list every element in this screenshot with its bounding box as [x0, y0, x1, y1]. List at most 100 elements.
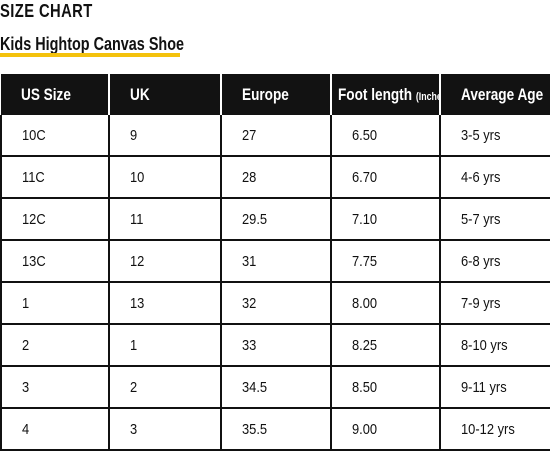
table-row: 13C 12 31 7.75 6-8 yrs	[0, 240, 550, 283]
cell-foot-length: 6.70	[330, 156, 441, 199]
cell-value: 6-8 yrs	[461, 252, 501, 270]
cell-uk: 11	[108, 198, 222, 241]
cell-value: 8.50	[352, 378, 378, 396]
cell-value: 1	[22, 294, 30, 312]
cell-europe: 35.5	[220, 408, 332, 451]
subtitle-underline	[0, 53, 180, 57]
cell-foot-length: 9.00	[330, 408, 441, 451]
cell-value: 33	[242, 336, 257, 354]
cell-value: 11	[130, 210, 144, 228]
table-row: 11C 10 28 6.70 4-6 yrs	[0, 156, 550, 199]
header-uk: UK	[109, 74, 222, 115]
cell-us-size: 1	[0, 282, 110, 325]
header-label: Europe	[242, 84, 289, 104]
cell-value: 10C	[22, 126, 46, 144]
cell-us-size: 11C	[0, 156, 110, 199]
header-label: Average Age	[461, 84, 544, 104]
header-label: Foot length	[338, 84, 413, 104]
cell-us-size: 13C	[0, 240, 110, 283]
cell-europe: 28	[220, 156, 332, 199]
cell-value: 4	[22, 420, 30, 438]
cell-us-size: 3	[0, 366, 110, 409]
cell-europe: 31	[220, 240, 332, 283]
cell-value: 9-11 yrs	[461, 378, 507, 396]
header-foot-length: Foot length (Inches)	[331, 74, 441, 115]
table-row: 10C 9 27 6.50 3-5 yrs	[0, 115, 550, 157]
cell-europe: 27	[220, 115, 332, 157]
cell-value: 13C	[22, 252, 46, 270]
cell-value: 3	[22, 378, 30, 396]
cell-value: 9	[130, 126, 138, 144]
cell-uk: 13	[108, 282, 222, 325]
cell-average-age: 6-8 yrs	[439, 240, 550, 283]
cell-value: 7.10	[352, 210, 378, 228]
cell-value: 3-5 yrs	[461, 126, 501, 144]
cell-value: 3	[130, 420, 138, 438]
table-row: 3 2 34.5 8.50 9-11 yrs	[0, 366, 550, 409]
cell-value: 1	[130, 336, 138, 354]
cell-uk: 10	[108, 156, 222, 199]
table-header-row: US Size UK Europe Foot length (Inches) A…	[1, 74, 550, 115]
cell-value: 10-12 yrs	[461, 420, 515, 438]
cell-foot-length: 8.00	[330, 282, 441, 325]
cell-value: 13	[130, 294, 145, 312]
cell-average-age: 5-7 yrs	[439, 198, 550, 241]
cell-average-age: 8-10 yrs	[439, 324, 550, 367]
cell-average-age: 10-12 yrs	[439, 408, 550, 451]
cell-average-age: 3-5 yrs	[439, 115, 550, 157]
cell-uk: 12	[108, 240, 222, 283]
cell-us-size: 2	[0, 324, 110, 367]
cell-foot-length: 8.50	[330, 366, 441, 409]
header-foot-length-text: Foot length (Inches)	[338, 84, 438, 105]
cell-value: 8.00	[352, 294, 378, 312]
cell-value: 9.00	[352, 420, 378, 438]
header-label: UK	[130, 84, 150, 104]
cell-europe: 33	[220, 324, 332, 367]
cell-foot-length: 8.25	[330, 324, 441, 367]
cell-europe: 29.5	[220, 198, 332, 241]
cell-uk: 2	[108, 366, 222, 409]
cell-us-size: 12C	[0, 198, 110, 241]
cell-average-age: 9-11 yrs	[439, 366, 550, 409]
cell-value: 10	[130, 168, 145, 186]
cell-value: 4-6 yrs	[461, 168, 501, 186]
size-chart-table: US Size UK Europe Foot length (Inches) A…	[0, 74, 550, 451]
cell-uk: 3	[108, 408, 222, 451]
cell-us-size: 4	[0, 408, 110, 451]
table-row: 12C 11 29.5 7.10 5-7 yrs	[0, 198, 550, 241]
cell-average-age: 7-9 yrs	[439, 282, 550, 325]
cell-value: 5-7 yrs	[461, 210, 501, 228]
cell-foot-length: 6.50	[330, 115, 441, 157]
cell-value: 8.25	[352, 336, 378, 354]
cell-europe: 34.5	[220, 366, 332, 409]
page-title: SIZE CHART	[0, 1, 93, 21]
cell-value: 2	[130, 378, 138, 396]
cell-foot-length: 7.75	[330, 240, 441, 283]
cell-value: 34.5	[242, 378, 268, 396]
subtitle-container: Kids Hightop Canvas Shoe	[0, 33, 230, 55]
cell-europe: 32	[220, 282, 332, 325]
table-row: 1 13 32 8.00 7-9 yrs	[0, 282, 550, 325]
header-average-age: Average Age	[440, 74, 550, 115]
cell-value: 28	[242, 168, 257, 186]
cell-foot-length: 7.10	[330, 198, 441, 241]
cell-uk: 1	[108, 324, 222, 367]
cell-value: 6.70	[352, 168, 378, 186]
cell-value: 12C	[22, 210, 46, 228]
table-row: 2 1 33 8.25 8-10 yrs	[0, 324, 550, 367]
page-subtitle: Kids Hightop Canvas Shoe	[0, 34, 185, 54]
cell-value: 32	[242, 294, 257, 312]
cell-value: 29.5	[242, 210, 268, 228]
header-europe: Europe	[221, 74, 332, 115]
cell-value: 2	[22, 336, 30, 354]
cell-value: 8-10 yrs	[461, 336, 508, 354]
header-label: US Size	[21, 84, 71, 104]
cell-average-age: 4-6 yrs	[439, 156, 550, 199]
cell-value: 7-9 yrs	[461, 294, 501, 312]
cell-value: 35.5	[242, 420, 268, 438]
cell-value: 6.50	[352, 126, 378, 144]
cell-uk: 9	[108, 115, 222, 157]
cell-us-size: 10C	[0, 115, 110, 157]
cell-value: 31	[242, 252, 257, 270]
cell-value: 27	[242, 126, 257, 144]
